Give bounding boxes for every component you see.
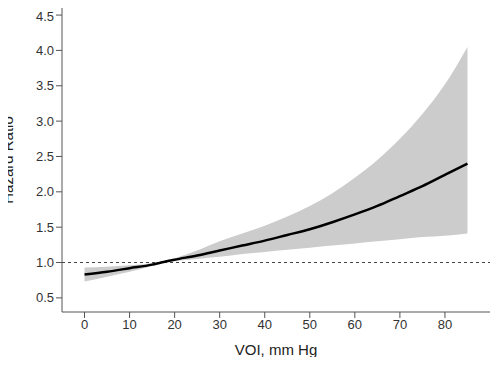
svg-text:4.0: 4.0 [36, 43, 54, 58]
svg-text:2.0: 2.0 [36, 184, 54, 199]
svg-text:Hazard Ratio: Hazard Ratio [8, 116, 16, 204]
svg-text:1.5: 1.5 [36, 220, 54, 235]
svg-text:40: 40 [258, 317, 272, 332]
svg-text:70: 70 [393, 317, 407, 332]
svg-text:3.0: 3.0 [36, 114, 54, 129]
svg-text:20: 20 [167, 317, 181, 332]
svg-text:4.5: 4.5 [36, 9, 54, 24]
svg-text:0.5: 0.5 [36, 290, 54, 305]
svg-text:3.5: 3.5 [36, 78, 54, 93]
svg-text:30: 30 [212, 317, 226, 332]
svg-text:50: 50 [303, 317, 317, 332]
svg-text:VOI, mm Hg: VOI, mm Hg [235, 341, 318, 357]
svg-text:2.5: 2.5 [36, 149, 54, 164]
svg-text:1.0: 1.0 [36, 255, 54, 270]
svg-text:10: 10 [122, 317, 136, 332]
svg-text:0: 0 [81, 317, 88, 332]
svg-text:80: 80 [438, 317, 452, 332]
svg-text:60: 60 [348, 317, 362, 332]
